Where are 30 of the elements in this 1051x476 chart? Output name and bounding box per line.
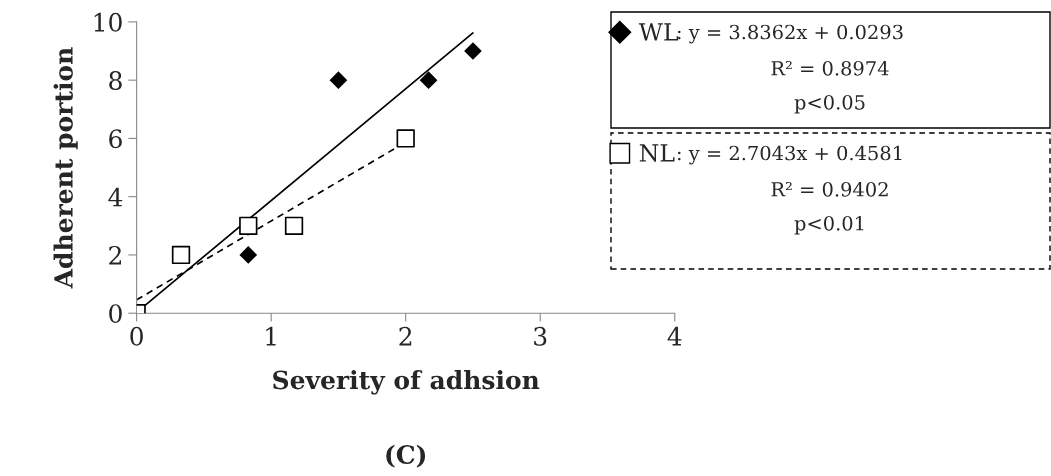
x-tick-label: 4 [667, 326, 682, 346]
point [419, 71, 438, 89]
y-tick-label: 10 [94, 12, 122, 32]
x-axis-title: Severity of adhsion [273, 370, 540, 395]
text: : y = 2.7043x + 0.4581 [678, 145, 902, 165]
x-tick-label: 2 [399, 326, 412, 346]
point [171, 245, 191, 265]
text: : y = 3.8362x + 0.0293 [678, 24, 903, 44]
y-tick-label: 2 [109, 245, 121, 265]
text: R² = 0.8974 [771, 60, 889, 76]
x-tick-label: 1 [266, 326, 276, 346]
y-tick-label: 6 [109, 129, 122, 149]
point [464, 42, 482, 60]
text: p<0.05 [794, 94, 865, 114]
legend-label: WL [638, 23, 679, 41]
x-tick-label: 3 [534, 326, 547, 346]
y-tick-label: 0 [109, 304, 122, 324]
y-tick-label: 4 [108, 187, 123, 207]
x-tick-label: 0 [130, 326, 143, 346]
point [329, 71, 348, 89]
y-axis-title: Adherent portion [53, 47, 78, 289]
text: p<0.01 [794, 215, 864, 235]
legend-label: NL [639, 144, 675, 162]
text: (C) [386, 444, 426, 468]
point [239, 216, 258, 235]
text: R² = 0.9402 [771, 181, 888, 197]
point [284, 216, 304, 235]
point [396, 129, 415, 148]
y-tick-label: 8 [109, 71, 122, 91]
point [239, 246, 258, 264]
